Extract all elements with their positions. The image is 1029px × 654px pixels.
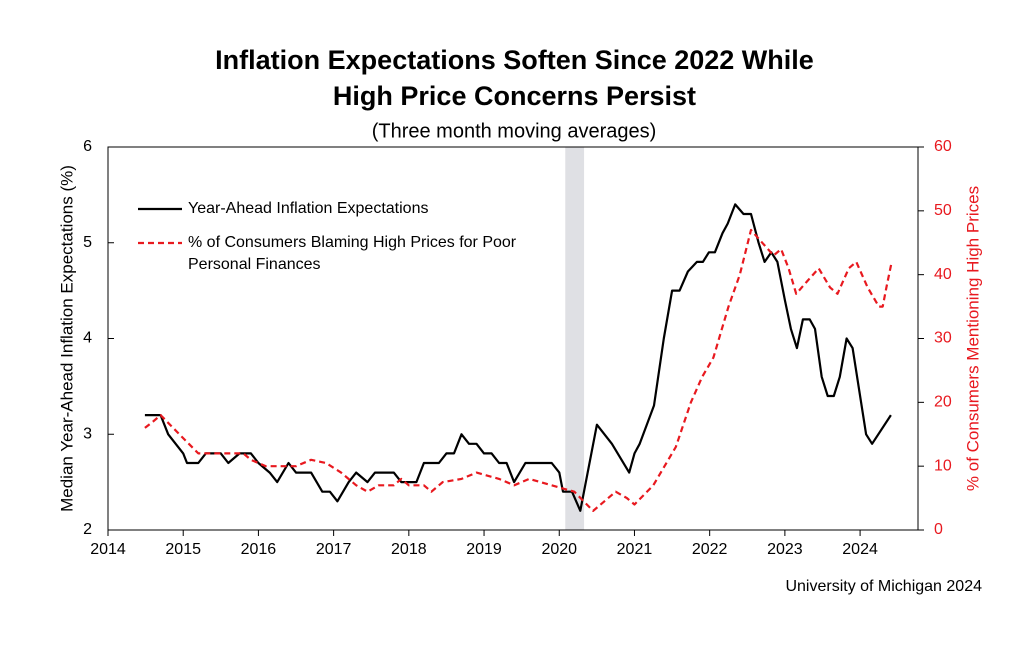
x-tick-label: 2014 xyxy=(90,541,126,558)
x-tick-label: 2024 xyxy=(842,541,878,558)
x-tick-label: 2021 xyxy=(617,541,653,558)
y2-axis-label: % of Consumers Mentioning High Prices xyxy=(963,186,982,491)
chart-title: Inflation Expectations Soften Since 2022… xyxy=(215,45,814,111)
source: University of Michigan 2024 xyxy=(785,578,982,595)
y2-tick-label: 50 xyxy=(934,202,952,219)
x-tick-label: 2017 xyxy=(316,541,352,558)
legend-label: % of Consumers Blaming High Prices for P… xyxy=(188,234,517,273)
x-tick-label: 2016 xyxy=(241,541,277,558)
series-line xyxy=(144,228,893,512)
x-tick-label: 2020 xyxy=(541,541,577,558)
y-tick-label: 5 xyxy=(83,234,92,251)
shaded-region xyxy=(565,147,585,530)
legend-swatch xyxy=(138,241,182,245)
y2-tick-label: 10 xyxy=(934,457,952,474)
y-tick-label: 2 xyxy=(83,521,92,538)
legend-item: % of Consumers Blaming High Prices for P… xyxy=(136,232,518,276)
y2-tick-label: 40 xyxy=(934,266,952,283)
title-block: Inflation Expectations Soften Since 2022… xyxy=(0,42,1029,114)
legend: Year-Ahead Inflation Expectations % of Co… xyxy=(136,198,518,288)
legend-item: Year-Ahead Inflation Expectations xyxy=(136,198,518,220)
y2-tick-label: 60 xyxy=(934,138,952,155)
y-tick-label: 6 xyxy=(83,138,92,155)
y2-tick-label: 30 xyxy=(934,330,952,347)
y-tick-label: 3 xyxy=(83,425,92,442)
x-tick-label: 2023 xyxy=(767,541,803,558)
legend-label: Year-Ahead Inflation Expectations xyxy=(188,200,429,217)
y2-tick-label: 0 xyxy=(934,521,943,538)
subtitle: (Three month moving averages) xyxy=(372,120,657,142)
x-tick-label: 2022 xyxy=(692,541,728,558)
y-axis-label: Median Year-Ahead Inflation Expectations… xyxy=(57,165,76,512)
y-tick-label: 4 xyxy=(83,330,92,347)
x-tick-label: 2018 xyxy=(391,541,427,558)
x-tick-label: 2015 xyxy=(165,541,201,558)
legend-swatch xyxy=(138,207,182,211)
x-tick-label: 2019 xyxy=(466,541,502,558)
y2-tick-label: 20 xyxy=(934,394,952,411)
